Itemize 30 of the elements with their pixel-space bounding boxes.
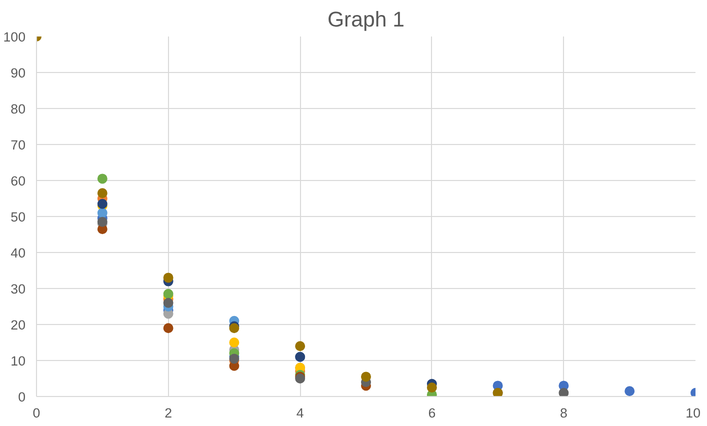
point — [163, 272, 174, 283]
chart-title: Graph 1 — [327, 8, 405, 32]
point — [295, 341, 306, 352]
y-tick-label: 60 — [10, 174, 26, 188]
point — [361, 372, 371, 382]
point — [558, 388, 569, 396]
y-tick-label: 90 — [10, 66, 26, 80]
y-tick-label: 50 — [10, 210, 26, 224]
point — [229, 338, 240, 348]
x-tick-label: 0 — [32, 406, 40, 420]
x-tick-label: 6 — [428, 406, 436, 420]
x-tick-label: 2 — [164, 406, 172, 420]
y-tick-label: 10 — [10, 354, 26, 368]
point — [163, 323, 174, 334]
point — [426, 382, 437, 392]
y-tick-label: 80 — [10, 102, 26, 116]
point — [624, 386, 635, 396]
x-tick-label: 4 — [296, 406, 304, 420]
x-tick-label: 10 — [686, 406, 701, 420]
point — [97, 208, 108, 218]
y-tick-label: 70 — [10, 138, 26, 152]
y-tick-label: 100 — [3, 30, 26, 44]
y-tick-label: 30 — [10, 282, 26, 296]
y-tick-label: 40 — [10, 246, 26, 260]
point — [163, 298, 174, 308]
y-tick-label: 0 — [18, 390, 26, 404]
y-tick-label: 20 — [10, 318, 26, 332]
x-tick-label: 8 — [560, 406, 568, 420]
point — [97, 188, 108, 198]
point — [97, 174, 108, 184]
